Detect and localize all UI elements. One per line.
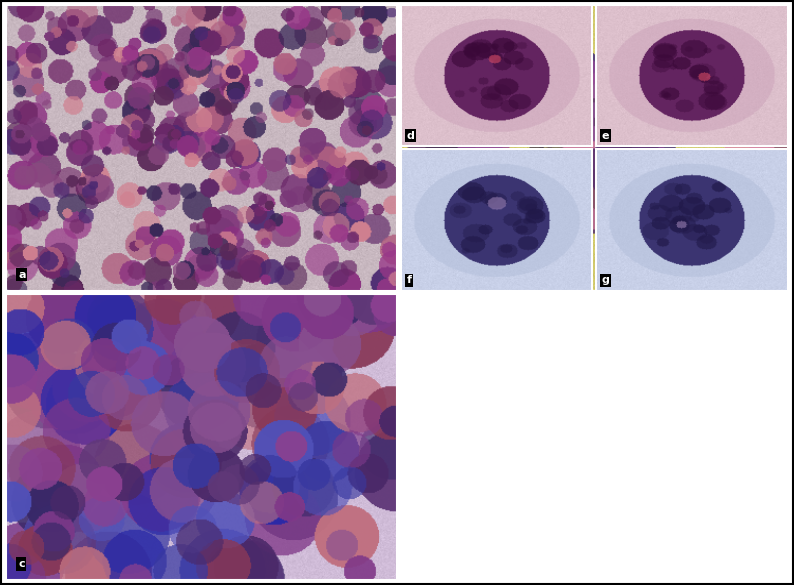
Text: b: b xyxy=(412,270,420,280)
Text: c: c xyxy=(18,559,25,569)
Text: f: f xyxy=(407,276,411,285)
Text: d: d xyxy=(407,130,414,141)
Text: g: g xyxy=(602,276,610,285)
Text: a: a xyxy=(18,270,25,280)
Text: e: e xyxy=(602,130,609,141)
